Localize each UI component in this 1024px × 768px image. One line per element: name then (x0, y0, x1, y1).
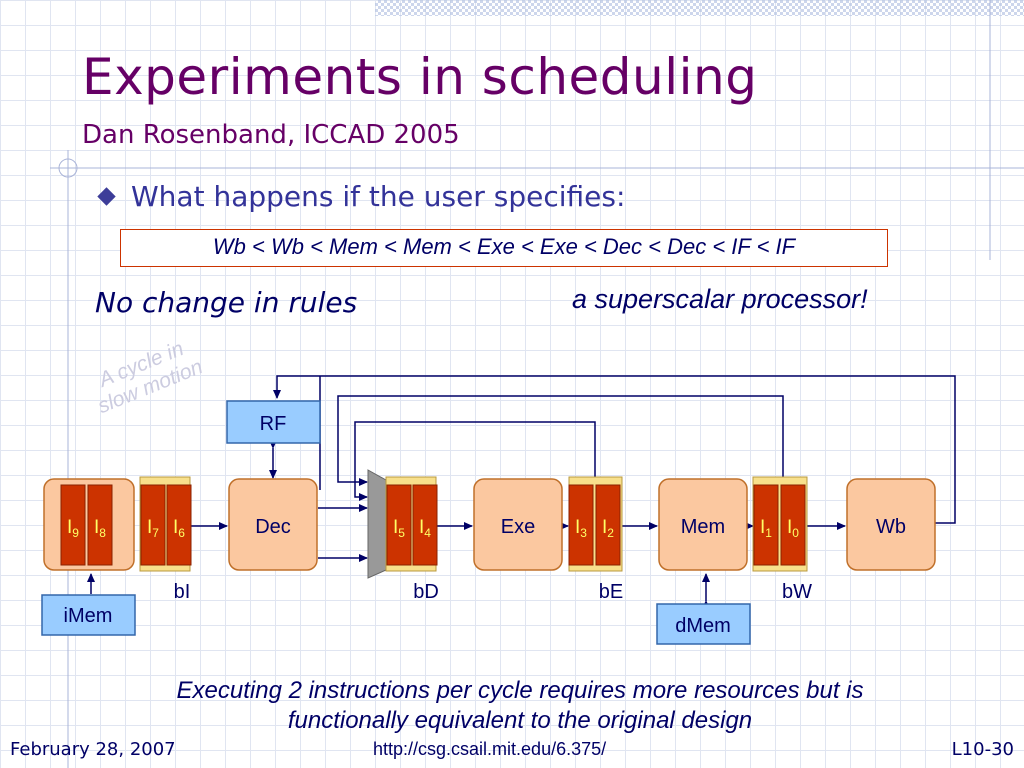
label-i8: I8 (94, 517, 106, 540)
footer-page-number: L10-30 (951, 739, 1014, 760)
caption-line-2: functionally equivalent to the original … (287, 707, 753, 734)
slot-i0 (780, 484, 806, 566)
dec-label: Dec (255, 516, 291, 538)
slot-i9 (60, 484, 86, 566)
label-i7: I7 (147, 517, 159, 540)
slot-i3 (568, 484, 594, 566)
exe-label: Exe (501, 516, 535, 538)
be-label: bE (599, 581, 623, 603)
dec-stage-box (228, 478, 318, 571)
imem-label: iMem (64, 605, 113, 627)
label-i2: I2 (602, 517, 614, 540)
slide-title: Experiments in scheduling (82, 48, 758, 106)
slot-i2 (595, 484, 621, 566)
wb-label: Wb (876, 516, 906, 538)
label-i6: I6 (173, 517, 185, 540)
slot-i1 (753, 484, 779, 566)
mux-shape (367, 469, 387, 579)
header-texture (375, 0, 1024, 16)
note-superscalar: a superscalar processor! (572, 284, 868, 314)
slot-i4 (412, 484, 438, 566)
rf-label: RF (260, 413, 287, 435)
note-no-change: No change in rules (95, 286, 358, 319)
mem-stage-box (658, 478, 748, 571)
slot-i6 (166, 484, 192, 566)
label-i9: I9 (67, 517, 79, 540)
slide-subtitle: Dan Rosenband, ICCAD 2005 (82, 120, 460, 150)
label-i1: I1 (760, 517, 772, 540)
bi-label: bI (174, 581, 191, 603)
exe-stage-box (473, 478, 563, 571)
label-i5: I5 (393, 517, 405, 540)
dmem-box (656, 603, 751, 645)
schedule-order-box: Wb < Wb < Mem < Mem < Exe < Exe < Dec < … (120, 229, 888, 267)
bd-label: bD (413, 581, 439, 603)
label-i3: I3 (575, 517, 587, 540)
instruction-slots (60, 484, 806, 566)
slot-i5 (386, 484, 412, 566)
bullet-item: What happens if the user specifies: (97, 180, 626, 213)
caption-line-1: Executing 2 instructions per cycle requi… (176, 677, 864, 704)
label-i0: I0 (787, 517, 799, 540)
slot-i7 (140, 484, 166, 566)
footer-url: http://csg.csail.mit.edu/6.375/ (373, 739, 607, 759)
mem-label: Mem (681, 516, 725, 538)
wb-stage-box (846, 478, 936, 571)
label-i4: I4 (419, 517, 431, 540)
bullet-text: What happens if the user specifies: (131, 180, 626, 213)
caption: Executing 2 instructions per cycle requi… (90, 676, 950, 736)
rf-box (226, 400, 321, 444)
slot-i8 (87, 484, 113, 566)
dmem-label: dMem (675, 615, 731, 637)
bw-label: bW (782, 581, 812, 603)
imem-box (41, 594, 136, 636)
footer-date: February 28, 2007 (10, 739, 176, 760)
